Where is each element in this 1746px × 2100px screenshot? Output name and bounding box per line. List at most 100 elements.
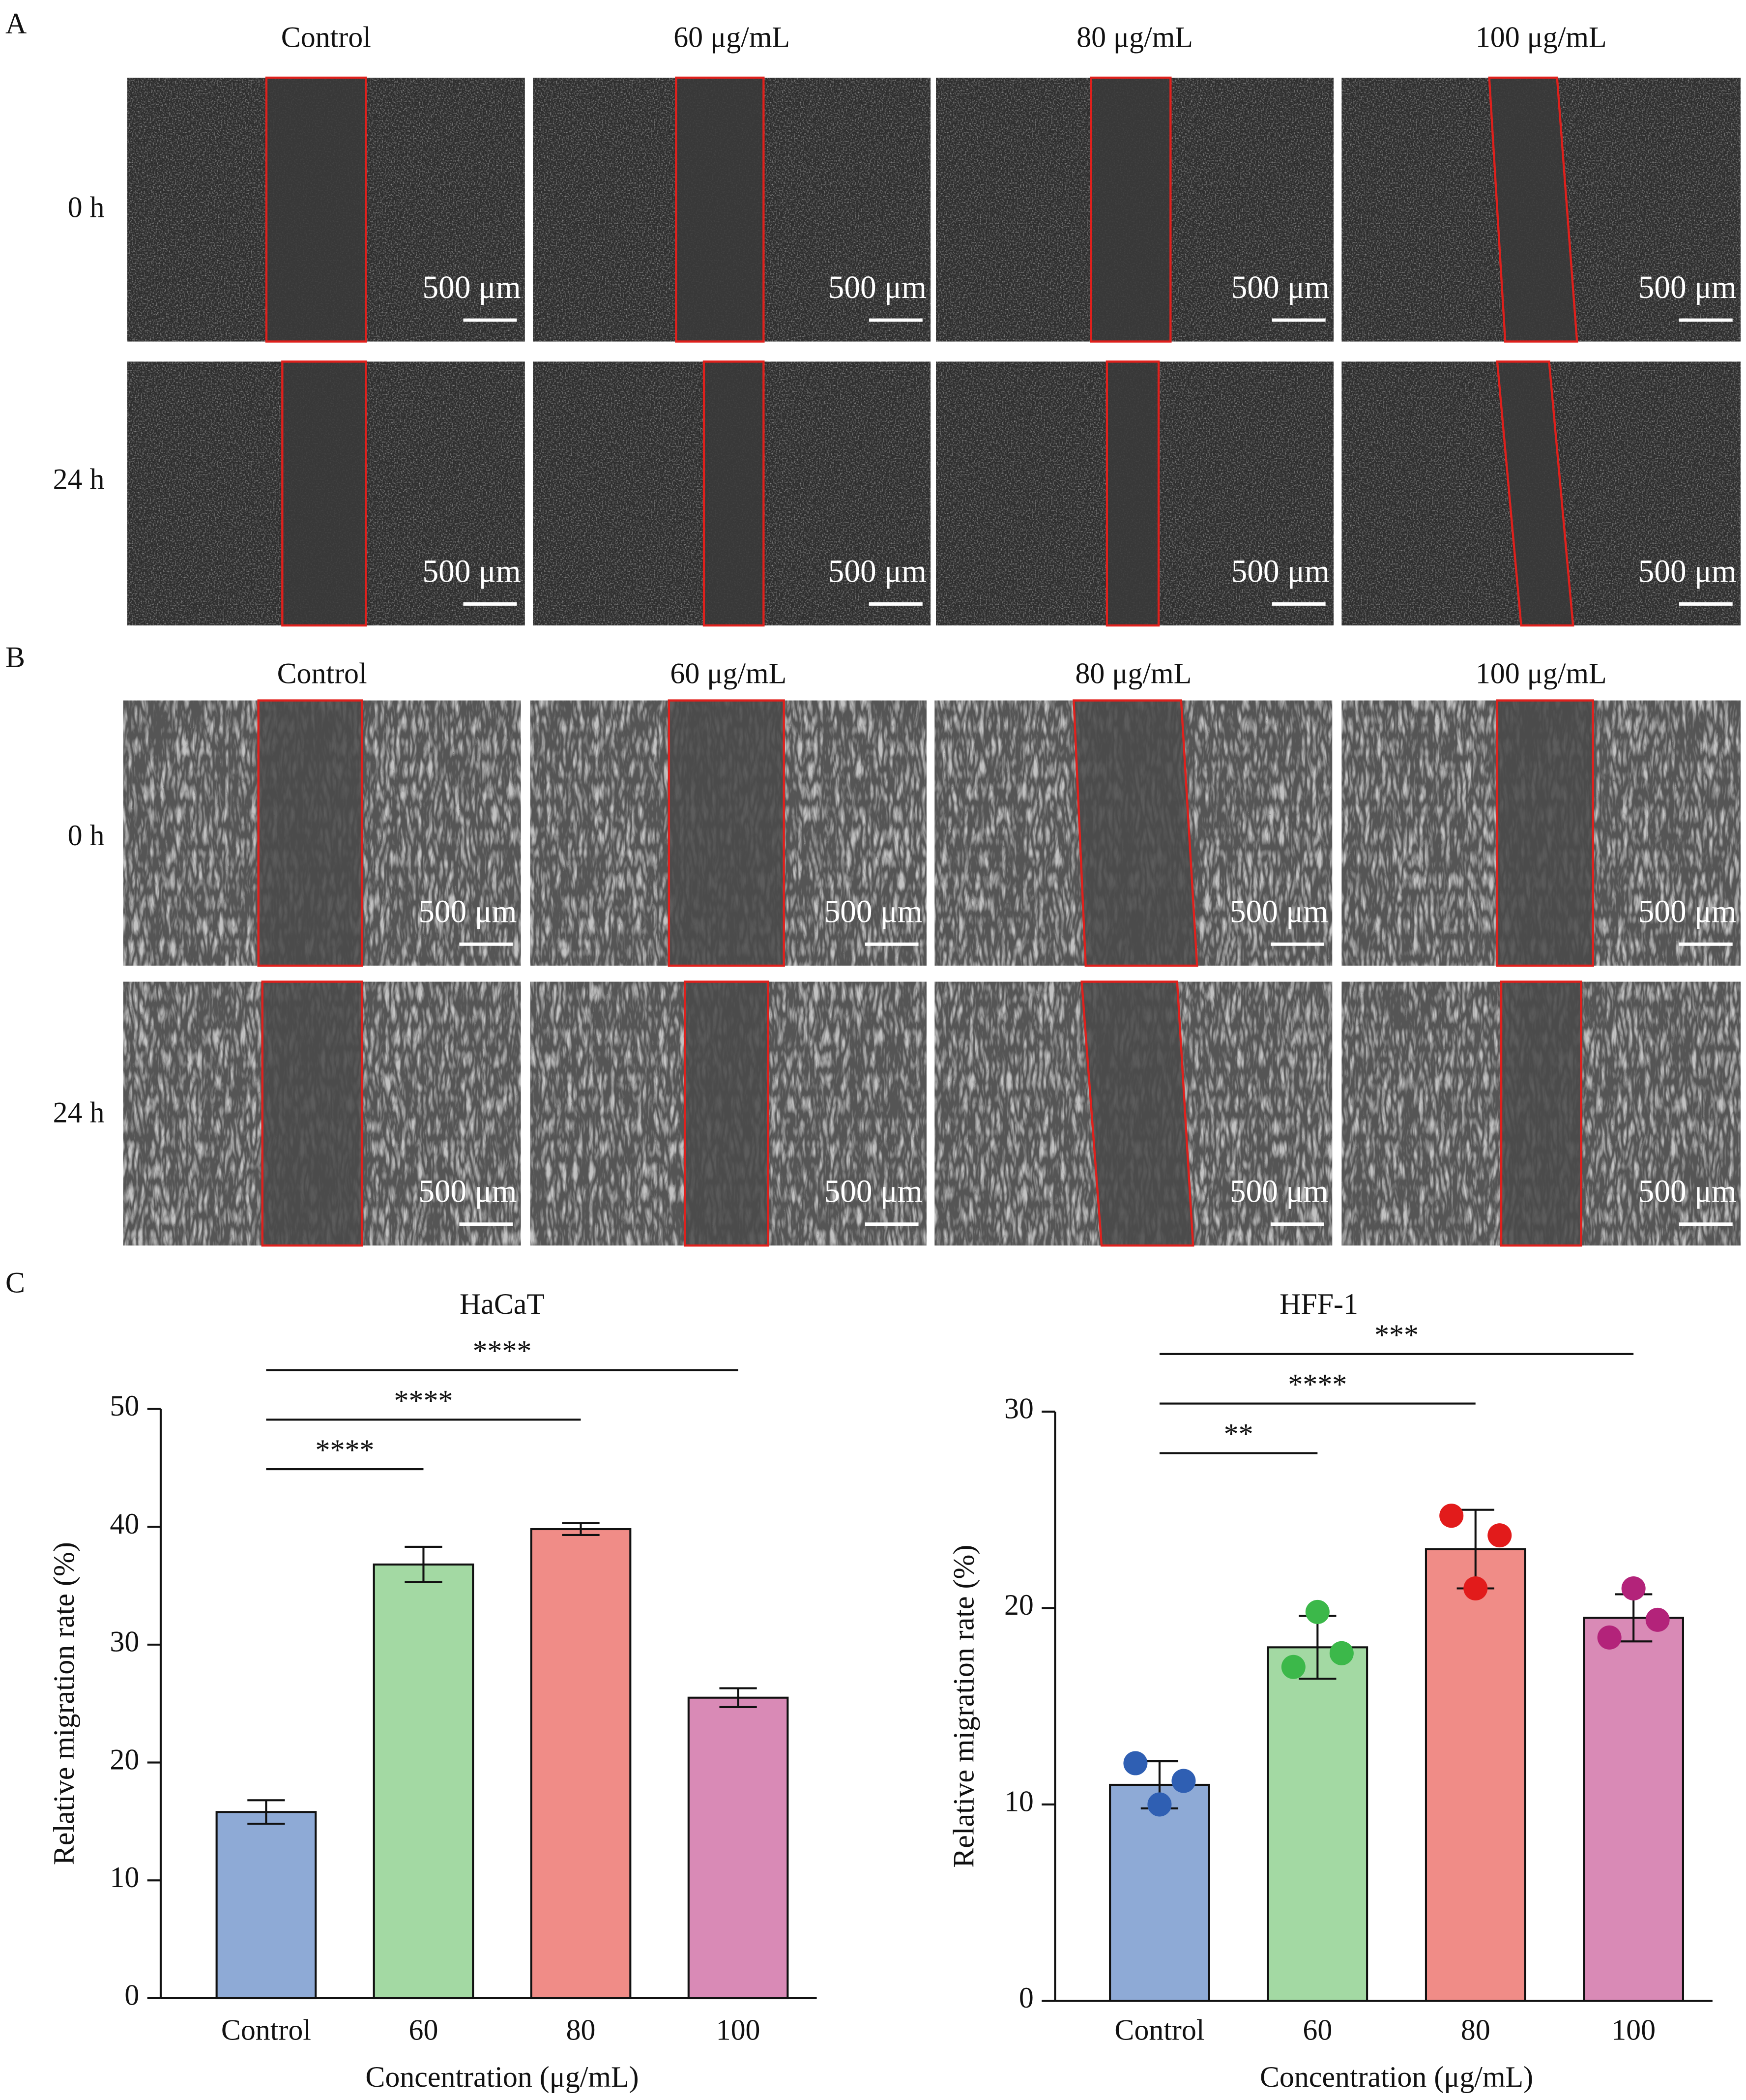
x-axis-label: Concentration (μg/mL) xyxy=(1260,2061,1533,2093)
column-label: Control xyxy=(281,21,371,53)
column-label: 60 μg/mL xyxy=(670,657,786,689)
bar xyxy=(373,1563,474,2000)
scale-bar-label: 500 μm xyxy=(828,270,927,305)
row-label: 24 h xyxy=(53,1096,105,1129)
significance-label: **** xyxy=(394,1384,453,1417)
bar xyxy=(530,1528,632,2000)
scale-bar-label: 500 μm xyxy=(422,554,521,590)
x-tick-label: 100 xyxy=(716,2014,760,2046)
y-tick-label: 0 xyxy=(124,1979,139,2011)
data-point xyxy=(1621,1576,1646,1601)
column-label: Control xyxy=(277,657,367,689)
error-bar xyxy=(719,1687,757,1708)
micrographs xyxy=(123,76,1741,1247)
y-tick-label: 30 xyxy=(1004,1392,1034,1425)
chart-title: HFF-1 xyxy=(1280,1288,1358,1320)
column-label: 80 μg/mL xyxy=(1075,657,1192,689)
row-label: 0 h xyxy=(68,191,105,223)
wound-area xyxy=(1080,980,1194,1247)
y-tick-label: 20 xyxy=(1004,1589,1034,1621)
column-label: 80 μg/mL xyxy=(1077,21,1193,53)
x-tick-label: 80 xyxy=(1461,2014,1490,2046)
panel-label: C xyxy=(5,1267,25,1299)
data-point xyxy=(1305,1599,1330,1624)
panel-label: A xyxy=(5,7,27,40)
significance-label: *** xyxy=(1374,1319,1419,1351)
wound-area xyxy=(1073,699,1198,967)
significance-label: **** xyxy=(473,1335,532,1367)
column-label: 100 μg/mL xyxy=(1476,657,1607,689)
chart-title: HaCaT xyxy=(460,1288,545,1320)
scale-bar-label: 500 μm xyxy=(828,554,927,590)
wound-area xyxy=(668,699,785,967)
scale-bar-label: 500 μm xyxy=(1638,1174,1737,1210)
column-label: 60 μg/mL xyxy=(673,21,790,53)
scale-bar-label: 500 μm xyxy=(1638,270,1737,305)
wound-area xyxy=(675,76,765,343)
scale-bar-label: 500 μm xyxy=(1638,894,1737,929)
y-tick-label: 40 xyxy=(110,1508,139,1540)
scale-bar-label: 500 μm xyxy=(1230,894,1328,929)
data-point xyxy=(1597,1625,1622,1650)
x-tick-label: 80 xyxy=(566,2014,596,2046)
wound-area xyxy=(1090,76,1172,343)
data-point xyxy=(1123,1751,1148,1775)
data-point xyxy=(1147,1792,1172,1817)
bar xyxy=(1267,1646,1368,2002)
y-axis-label: Relative migration rate (%) xyxy=(48,1542,80,1865)
row-label: 24 h xyxy=(53,463,105,495)
scale-bar-label: 500 μm xyxy=(1638,554,1737,590)
wound-area xyxy=(1106,360,1160,627)
bar xyxy=(1109,1783,1210,2002)
wound-area xyxy=(1500,980,1582,1247)
panel-label: B xyxy=(5,641,25,674)
scale-bar-label: 500 μm xyxy=(824,1174,923,1210)
bar xyxy=(215,1811,317,2000)
x-tick-label: Control xyxy=(1114,2014,1204,2046)
row-label: 0 h xyxy=(68,819,105,852)
error-bar xyxy=(405,1545,442,1583)
bar xyxy=(1583,1617,1684,2002)
error-bar xyxy=(562,1522,600,1537)
wound-area xyxy=(1488,76,1578,343)
y-tick-label: 30 xyxy=(110,1626,139,1658)
y-tick-label: 0 xyxy=(1019,1982,1034,2014)
significance-label: **** xyxy=(1288,1368,1347,1401)
y-tick-label: 50 xyxy=(110,1390,139,1422)
y-tick-label: 20 xyxy=(110,1743,139,1775)
significance-label: **** xyxy=(316,1434,375,1466)
wound-area xyxy=(257,699,363,967)
data-point xyxy=(1329,1641,1354,1665)
data-point xyxy=(1645,1607,1670,1632)
data-point xyxy=(1281,1655,1306,1679)
data-point xyxy=(1463,1576,1488,1601)
scale-bar-label: 500 μm xyxy=(1231,554,1330,590)
data-point xyxy=(1487,1523,1512,1548)
scale-bar-label: 500 μm xyxy=(418,894,517,929)
column-label: 100 μg/mL xyxy=(1476,21,1607,53)
error-bar xyxy=(247,1799,285,1825)
y-axis-label: Relative migration rate (%) xyxy=(947,1545,980,1868)
x-tick-label: Control xyxy=(221,2014,311,2046)
x-axis-label: Concentration (μg/mL) xyxy=(365,2061,639,2093)
y-tick-label: 10 xyxy=(1004,1785,1034,1818)
wound-area xyxy=(683,980,769,1247)
scale-bar-label: 500 μm xyxy=(1230,1174,1328,1210)
x-tick-label: 60 xyxy=(1303,2014,1332,2046)
wound-area xyxy=(261,980,363,1247)
significance-label: ** xyxy=(1224,1418,1253,1450)
data-point xyxy=(1439,1504,1464,1528)
wound-area xyxy=(1496,699,1594,967)
bar xyxy=(687,1696,789,2000)
bar xyxy=(1425,1548,1526,2002)
data-point xyxy=(1171,1769,1196,1793)
y-tick-label: 10 xyxy=(110,1861,139,1893)
wound-area xyxy=(1496,360,1574,627)
scale-bar-label: 500 μm xyxy=(418,1174,517,1210)
x-tick-label: 60 xyxy=(409,2014,438,2046)
scale-bar-label: 500 μm xyxy=(422,270,521,305)
wound-area xyxy=(265,76,367,343)
x-tick-label: 100 xyxy=(1611,2014,1656,2046)
scale-bar-label: 500 μm xyxy=(1231,270,1330,305)
